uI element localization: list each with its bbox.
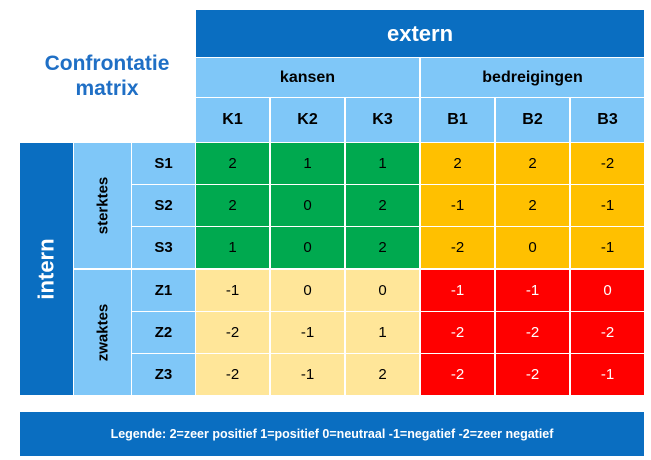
extern-header: extern [196, 10, 644, 57]
matrix-cell: -2 [496, 354, 569, 395]
column-header-k1: K1 [196, 98, 269, 142]
row-header-z2: Z2 [132, 312, 195, 353]
matrix-cell: -2 [421, 354, 494, 395]
matrix-cell: -1 [421, 270, 494, 311]
matrix-cell: 2 [346, 227, 419, 268]
sterktes-label: sterktes [94, 176, 112, 235]
matrix-cell: 1 [271, 143, 344, 184]
matrix-cell: -2 [421, 227, 494, 268]
bedreigingen-header: bedreigingen [421, 58, 644, 97]
column-header-b1: B1 [421, 98, 494, 142]
matrix-cell: 2 [196, 143, 269, 184]
row-header-s1: S1 [132, 143, 195, 184]
kansen-header: kansen [196, 58, 419, 97]
matrix-cell: 2 [346, 354, 419, 395]
title-line-1: Confrontatie [44, 52, 170, 75]
matrix-cell: -1 [496, 270, 569, 311]
matrix-cell: -2 [571, 143, 644, 184]
row-header-z1: Z1 [132, 270, 195, 311]
matrix-cell: -1 [271, 312, 344, 353]
matrix-cell: -1 [571, 227, 644, 268]
column-header-k2: K2 [271, 98, 344, 142]
legend: Legende: 2=zeer positief 1=positief 0=ne… [20, 412, 644, 456]
matrix-cell: -1 [196, 270, 269, 311]
intern-label: intern [33, 238, 59, 300]
matrix-cell: -1 [571, 185, 644, 226]
column-header-b3: B3 [571, 98, 644, 142]
matrix-cell: -1 [421, 185, 494, 226]
matrix-cell: 0 [271, 185, 344, 226]
matrix-cell: 1 [346, 143, 419, 184]
matrix-title: Confrontatie matrix [22, 46, 192, 106]
matrix-cell: 0 [271, 270, 344, 311]
title-line-2: matrix [75, 77, 139, 100]
matrix-cell: -1 [571, 354, 644, 395]
sterktes-header: sterktes [74, 143, 131, 268]
row-header-s2: S2 [132, 185, 195, 226]
matrix-cell: 1 [196, 227, 269, 268]
matrix-cell: 0 [496, 227, 569, 268]
matrix-cell: 2 [346, 185, 419, 226]
matrix-cell: -2 [196, 312, 269, 353]
zwaktes-label: zwaktes [94, 303, 112, 362]
matrix-cell: -2 [196, 354, 269, 395]
matrix-cell: -2 [496, 312, 569, 353]
matrix-cell: 2 [496, 143, 569, 184]
matrix-cell: -2 [571, 312, 644, 353]
matrix-cell: -1 [271, 354, 344, 395]
matrix-cell: 1 [346, 312, 419, 353]
matrix-cell: 2 [421, 143, 494, 184]
column-header-k3: K3 [346, 98, 419, 142]
matrix-cell: 0 [346, 270, 419, 311]
matrix-cell: 2 [196, 185, 269, 226]
row-header-s3: S3 [132, 227, 195, 268]
row-header-z3: Z3 [132, 354, 195, 395]
column-header-b2: B2 [496, 98, 569, 142]
intern-header: intern [20, 143, 73, 395]
matrix-cell: 0 [271, 227, 344, 268]
matrix-cell: -2 [421, 312, 494, 353]
matrix-cell: 2 [496, 185, 569, 226]
matrix-cell: 0 [571, 270, 644, 311]
zwaktes-header: zwaktes [74, 270, 131, 395]
